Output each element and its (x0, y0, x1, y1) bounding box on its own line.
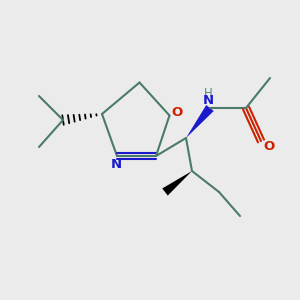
Text: N: N (111, 158, 122, 172)
Text: N: N (203, 94, 214, 107)
Text: O: O (263, 140, 274, 153)
Polygon shape (162, 171, 192, 196)
Text: O: O (171, 106, 183, 119)
Text: H: H (204, 87, 213, 100)
Polygon shape (186, 105, 214, 138)
